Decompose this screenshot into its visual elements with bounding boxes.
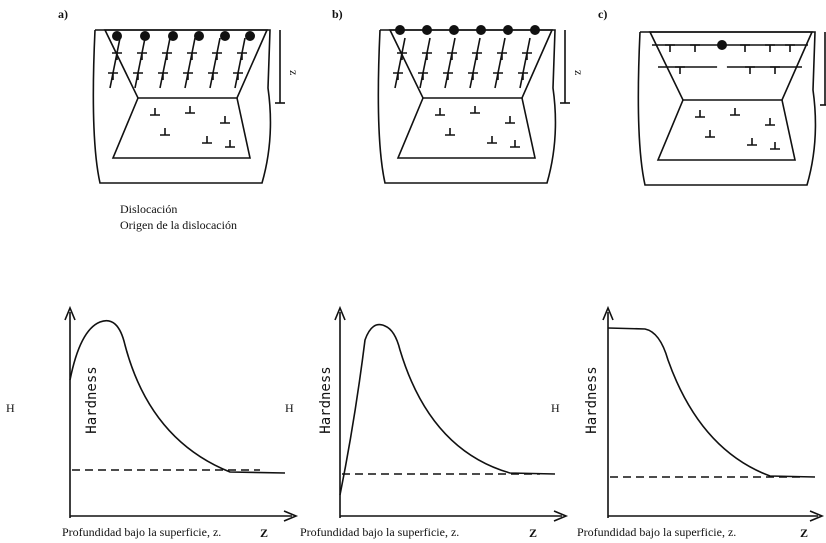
graph-a: H Hardness Profundidad bajo la superfici… [6, 305, 299, 539]
y-label: Hardness [318, 366, 334, 433]
graph-c: H Hardness Profundidad bajo la superfici… [551, 305, 825, 539]
h-label: H [6, 401, 15, 415]
x-label: Profundidad bajo la superficie, z. [577, 525, 736, 539]
panel-label: a) [58, 7, 68, 21]
depth-label: z [287, 70, 301, 75]
x-symbol: Z [800, 526, 808, 540]
x-label: Profundidad bajo la superficie, z. [300, 525, 459, 539]
x-label: Profundidad bajo la superficie, z. [62, 525, 221, 539]
x-symbol: Z [529, 526, 537, 540]
sketch-a: z [93, 30, 301, 183]
legend-item: Dislocación [120, 202, 177, 216]
h-label: H [285, 401, 294, 415]
graph-b: H Hardness Profundidad bajo la superfici… [285, 305, 569, 539]
h-label: H [551, 401, 560, 415]
panel-label: c) [598, 7, 607, 21]
legend-item: Origen de la dislocación [120, 218, 237, 232]
x-symbol: Z [260, 526, 268, 540]
y-label: Hardness [84, 366, 100, 433]
panel-label: b) [332, 7, 343, 21]
depth-label: z [572, 70, 586, 75]
y-label: Hardness [584, 366, 600, 433]
sketch-b: z [378, 25, 586, 183]
sketch-c: z [638, 32, 826, 185]
